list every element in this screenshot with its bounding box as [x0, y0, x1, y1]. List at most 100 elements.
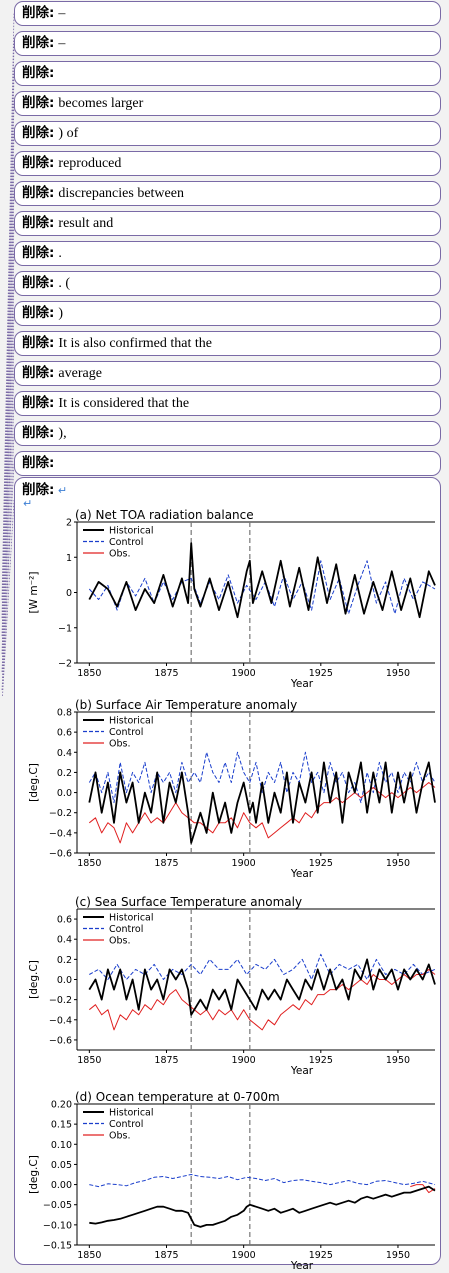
deleted-text: becomes larger: [58, 96, 144, 111]
y-tick-label: −0.6: [49, 1035, 72, 1046]
deletion-balloon[interactable]: 削除:: [14, 451, 441, 476]
deletion-balloon[interactable]: 削除: It is also confirmed that the: [14, 331, 441, 356]
y-tick-label: −0.4: [49, 1015, 72, 1026]
legend-label: Obs.: [109, 936, 130, 947]
deletion-label: 削除:: [22, 5, 55, 21]
leader-line: [2, 342, 15, 667]
deletion-balloon-figure[interactable]: 削除: ↵ ↵ (a) Net TOA radiation balance 2 1 0…: [14, 477, 442, 1272]
chart-panel: (d) Ocean temperature at 0-700m 0.20 0.15 0…: [15, 1083, 442, 1273]
deletion-label: 削除:: [22, 35, 55, 51]
deletion-label: 削除:: [22, 155, 55, 171]
x-tick-label: 1900: [232, 858, 256, 869]
y-tick-label: 0.05: [51, 1160, 72, 1171]
legend-label: Control: [109, 1119, 143, 1130]
deleted-text: It is considered that the: [58, 396, 190, 411]
y-axis-label: [deg.C]: [28, 1155, 40, 1194]
deleted-text: .: [58, 246, 62, 261]
deletion-balloon[interactable]: 削除:),: [14, 421, 441, 446]
legend-label: Control: [109, 727, 143, 738]
y-tick-label: 0.2: [57, 768, 72, 779]
legend-label: Historical: [109, 913, 154, 924]
x-tick-label: 1850: [77, 1055, 101, 1066]
chart-panel: (b) Surface Air Temperature anomaly 0.8 0.…: [15, 691, 442, 881]
y-tick-label: 0.0: [57, 788, 72, 799]
deletion-label: 削除:: [22, 305, 55, 321]
y-tick-label: −0.2: [49, 808, 72, 819]
leader-line: [1, 462, 15, 691]
deletion-label: 削除:: [22, 275, 55, 291]
deletion-balloon[interactable]: 削除:: [14, 61, 441, 86]
deletion-balloon[interactable]: 削除: –: [14, 31, 441, 56]
deleted-text: ),: [58, 426, 67, 441]
deletion-balloon[interactable]: 削除: –: [14, 1, 441, 26]
x-tick-label: 1950: [386, 1055, 410, 1066]
y-tick-label: 2: [66, 518, 72, 529]
y-axis-label: [deg.C]: [28, 960, 40, 999]
deletion-label: 削除:: [22, 65, 55, 81]
deletion-label: 削除:: [22, 365, 55, 381]
y-tick-label: 0.6: [57, 915, 72, 926]
deletion-balloon[interactable]: 削除: becomes larger: [14, 91, 441, 116]
deletion-balloon[interactable]: 削除: reproduced: [14, 151, 441, 176]
leader-line: [2, 72, 15, 613]
series-line-control: [89, 1174, 436, 1188]
chart-panel: (c) Sea Surface Temperature anomaly 0.6 0.…: [15, 888, 442, 1078]
deleted-text: ): [58, 306, 64, 321]
leader-line: [2, 162, 15, 631]
deletion-label: 削除:: [22, 425, 55, 441]
deletion-label: 削除:: [22, 395, 55, 411]
deletion-balloon[interactable]: 削除:) of: [14, 121, 441, 146]
deletion-label: 削除:: [22, 455, 55, 471]
leader-line: [2, 252, 15, 649]
x-axis-label: Year: [290, 1260, 314, 1272]
x-tick-label: 1850: [77, 668, 101, 679]
y-tick-label: 0.0: [57, 975, 72, 986]
deletion-balloon[interactable]: 削除:.: [14, 241, 441, 266]
leader-line: [1, 12, 15, 601]
legend-label: Historical: [109, 1108, 154, 1119]
legend-label: Historical: [109, 716, 154, 727]
x-axis-label: Year: [290, 1065, 314, 1077]
y-tick-label: 1: [66, 553, 72, 564]
leader-line: [2, 312, 15, 661]
leader-line: [1, 372, 15, 673]
leader-line: [2, 222, 15, 643]
leader-line: [2, 132, 15, 625]
series-line-control: [88, 751, 436, 804]
x-tick-label: 1925: [309, 1055, 333, 1066]
x-tick-label: 1950: [386, 858, 410, 869]
y-tick-label: −1: [58, 623, 72, 634]
deletion-balloon[interactable]: 削除:. (: [14, 271, 441, 296]
y-tick-label: −0.2: [49, 995, 72, 1006]
x-tick-label: 1900: [232, 668, 256, 679]
deleted-text: ) of: [58, 126, 79, 141]
deleted-text: average: [58, 366, 102, 381]
x-tick-label: 1925: [309, 1250, 333, 1261]
y-tick-label: 0.2: [57, 955, 72, 966]
leader-line: [1, 192, 15, 637]
y-tick-label: 0.8: [57, 708, 72, 719]
leader-line: [2, 42, 15, 607]
y-tick-label: −2: [58, 659, 72, 670]
y-tick-label: 0.4: [57, 935, 72, 946]
y-axis-label: [W m⁻²]: [28, 572, 40, 614]
legend-label: Obs.: [109, 739, 130, 750]
deleted-text: reproduced: [58, 156, 122, 171]
deletion-balloon[interactable]: 削除: average: [14, 361, 441, 386]
chart-panel: (a) Net TOA radiation balance 2 1 0 −1 −2 1850…: [15, 501, 442, 691]
y-tick-label: 0.10: [51, 1140, 72, 1151]
deleted-text: . (: [58, 276, 71, 291]
deletion-balloon[interactable]: 削除: result and: [14, 211, 441, 236]
y-axis-label: [deg.C]: [28, 763, 40, 802]
x-axis-label: Year: [290, 868, 314, 880]
deletion-label: 削除:: [22, 482, 55, 498]
deletion-balloon[interactable]: 削除:): [14, 301, 441, 326]
deletion-balloon[interactable]: 削除: It is considered that the: [14, 391, 441, 416]
y-tick-label: −0.4: [49, 828, 72, 839]
legend-label: Obs.: [109, 1131, 130, 1142]
deletion-balloon[interactable]: 削除: discrepancies between: [14, 181, 441, 206]
y-tick-label: −0.6: [49, 849, 72, 860]
deletion-label: 削除:: [22, 335, 55, 351]
